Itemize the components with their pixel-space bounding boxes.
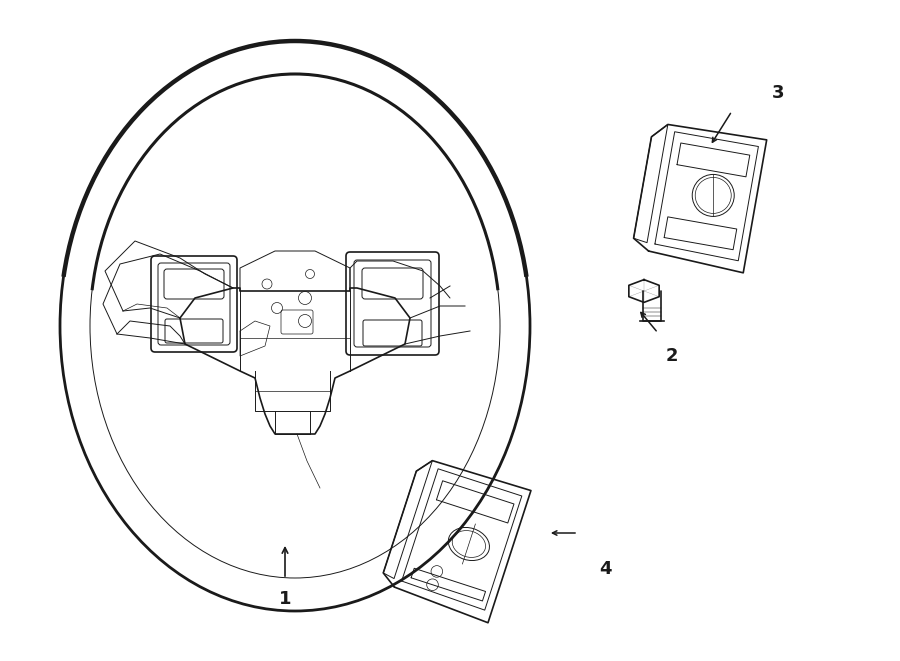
Text: 4: 4 (598, 560, 611, 578)
Text: 1: 1 (279, 590, 292, 608)
Text: 3: 3 (772, 84, 784, 102)
Text: 2: 2 (666, 347, 679, 365)
